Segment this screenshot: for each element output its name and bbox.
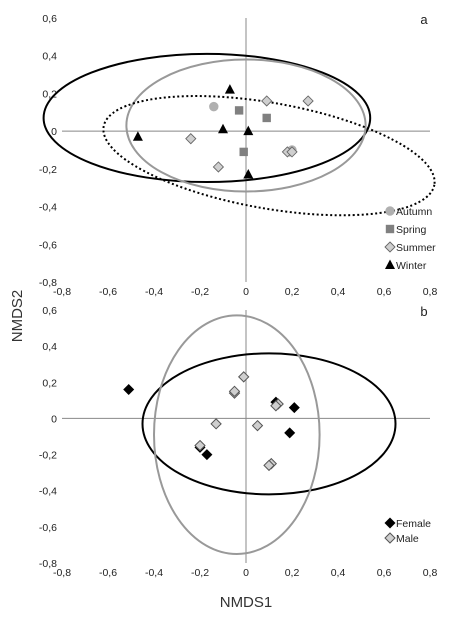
point-female bbox=[123, 384, 135, 396]
x-axis-label: NMDS1 bbox=[220, 594, 273, 611]
point-winter bbox=[243, 125, 254, 136]
legend-marker-autumn bbox=[385, 206, 395, 216]
point-male bbox=[194, 439, 206, 452]
x-tick-label: 0,2 bbox=[285, 567, 300, 579]
point-winter bbox=[132, 131, 143, 141]
x-tick-label: 0,6 bbox=[377, 567, 392, 579]
point-autumn bbox=[209, 101, 219, 112]
point-male bbox=[263, 459, 275, 472]
y-tick-label: -0,8 bbox=[39, 277, 57, 289]
x-tick-label: 0 bbox=[243, 567, 249, 579]
y-axis-label: NMDS2 bbox=[9, 290, 26, 343]
y-tick-label: 0,4 bbox=[42, 51, 57, 63]
y-tick-label: 0,4 bbox=[42, 341, 57, 353]
legend-label-female: Female bbox=[396, 518, 431, 530]
point-spring bbox=[234, 106, 244, 115]
y-tick-label: -0,8 bbox=[39, 558, 57, 570]
x-tick-label: 0,8 bbox=[423, 286, 438, 298]
legend-label-winter: Winter bbox=[396, 260, 427, 272]
point-male bbox=[237, 371, 250, 383]
legend-label-male: Male bbox=[396, 533, 419, 545]
group-ellipse-solid-gray bbox=[153, 314, 321, 555]
point-female bbox=[201, 449, 213, 461]
legend-label-autumn: Autumn bbox=[396, 206, 432, 218]
panel-b: -0,8 -0,6 -0,4 -0,2 0 0,2 0,4 0,6 0,8 0,6 0,4 0,2 0 -… bbox=[39, 304, 438, 579]
legend-label-summer: Summer bbox=[396, 242, 436, 254]
y-tick-label: 0,2 bbox=[42, 377, 57, 389]
point-female bbox=[284, 427, 296, 439]
legend-marker-summer bbox=[384, 241, 396, 253]
legend-marker-female bbox=[384, 517, 396, 529]
group-ellipse-solid-black bbox=[42, 52, 372, 184]
x-tick-label: -0,8 bbox=[53, 567, 71, 579]
x-tick-label: -0,2 bbox=[191, 567, 209, 579]
point-spring bbox=[239, 147, 248, 157]
y-tick-label: -0,2 bbox=[39, 164, 57, 176]
y-tick-label: -0,4 bbox=[39, 486, 57, 498]
x-tick-label: 0,6 bbox=[377, 286, 392, 298]
x-tick-label: -0,4 bbox=[145, 286, 163, 298]
y-tick-label: -0,4 bbox=[39, 202, 57, 214]
x-tick-label: -0,4 bbox=[145, 567, 163, 579]
y-tick-label: -0,6 bbox=[39, 239, 57, 251]
x-tick-label: 0,4 bbox=[331, 567, 346, 579]
y-tick-label: 0 bbox=[51, 126, 57, 138]
y-tick-label: 0,6 bbox=[42, 13, 57, 25]
x-tick-label: -0,6 bbox=[99, 286, 117, 298]
legend-marker-male bbox=[384, 532, 396, 544]
x-tick-label: -0,2 bbox=[191, 286, 209, 298]
point-summer bbox=[261, 95, 273, 107]
point-winter bbox=[243, 169, 254, 179]
panel-a: -0,8 -0,6 -0,4 -0,2 0 0,2 0,4 0,6 0,80,60,40,20-… bbox=[39, 12, 438, 298]
panel-label: b bbox=[420, 304, 427, 319]
x-tick-label: 0 bbox=[243, 286, 249, 298]
point-female bbox=[288, 402, 300, 414]
point-winter bbox=[224, 84, 235, 94]
point-summer bbox=[302, 95, 314, 107]
y-tick-label: 0 bbox=[51, 413, 57, 425]
point-spring bbox=[262, 113, 271, 123]
x-tick-label: 0,2 bbox=[285, 286, 300, 298]
point-male bbox=[270, 400, 282, 412]
y-tick-label: 0,6 bbox=[42, 305, 57, 317]
point-male bbox=[228, 385, 241, 398]
point-summer bbox=[286, 146, 298, 158]
y-tick-label: -0,2 bbox=[39, 450, 57, 462]
point-summer bbox=[185, 133, 197, 145]
x-tick-label: 0,8 bbox=[423, 567, 438, 579]
group-ellipse-solid-black bbox=[141, 352, 397, 496]
legend-label-spring: Spring bbox=[396, 224, 427, 236]
x-tick-label: -0,8 bbox=[53, 286, 71, 298]
point-male bbox=[210, 418, 222, 430]
legend-marker-winter bbox=[385, 259, 395, 269]
point-summer bbox=[212, 161, 225, 173]
group-ellipse-solid-gray bbox=[125, 58, 367, 193]
x-tick-label: -0,6 bbox=[99, 567, 117, 579]
y-tick-label: -0,6 bbox=[39, 522, 57, 534]
point-winter bbox=[218, 123, 228, 134]
point-male bbox=[251, 419, 264, 432]
panel-label: a bbox=[420, 12, 428, 27]
x-tick-label: 0,4 bbox=[331, 286, 346, 298]
legend-marker-spring bbox=[385, 224, 395, 234]
